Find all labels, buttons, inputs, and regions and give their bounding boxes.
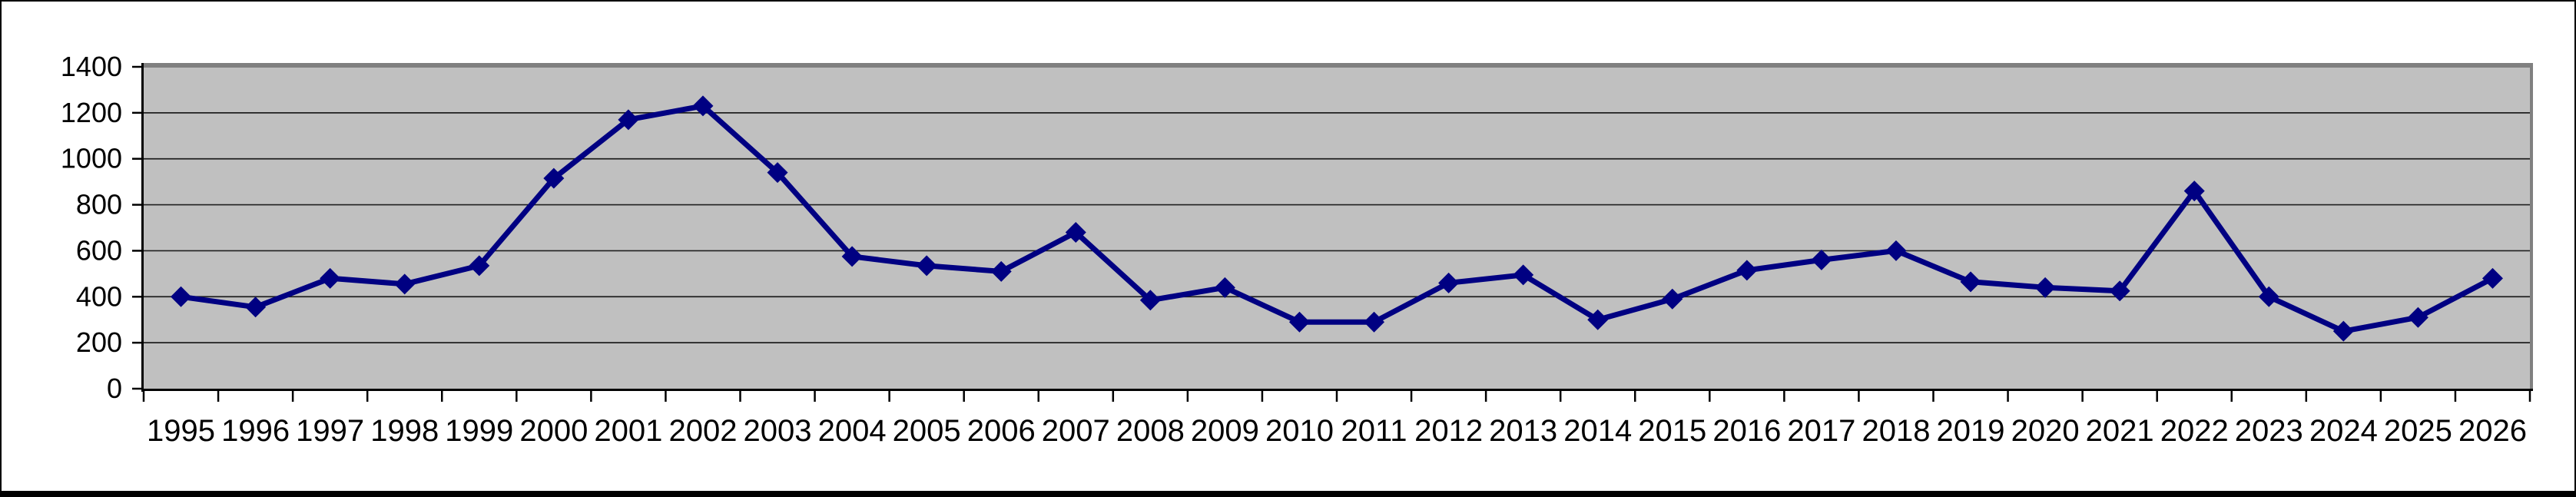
x-tick-label: 1998 (370, 414, 439, 448)
x-tick-label: 2020 (2011, 414, 2080, 448)
y-tick-label: 1200 (61, 97, 122, 128)
data-point-marker (2258, 286, 2279, 307)
x-axis-line (141, 389, 2533, 391)
x-tick-label: 2006 (967, 414, 1036, 448)
y-tick-label: 1000 (61, 143, 122, 174)
x-tick-label: 2000 (519, 414, 588, 448)
y-axis-line (141, 63, 144, 392)
plot-area (144, 67, 2530, 389)
data-point-marker (1065, 221, 1086, 243)
x-tick-label: 2012 (1414, 414, 1483, 448)
x-tick-label: 2023 (2235, 414, 2303, 448)
data-point-marker (1139, 290, 1161, 311)
x-tick-label: 2014 (1563, 414, 1632, 448)
x-tick-label: 2008 (1116, 414, 1185, 448)
x-tick-label: 2019 (1937, 414, 2005, 448)
data-point-marker (1513, 264, 1534, 286)
data-point-marker (2183, 181, 2205, 202)
data-point-marker (841, 246, 863, 267)
data-point-marker (1364, 311, 1385, 333)
data-point-marker (2407, 306, 2428, 328)
x-tick-label: 2017 (1787, 414, 1855, 448)
x-tick-label: 2024 (2309, 414, 2378, 448)
data-point-marker (692, 95, 714, 117)
x-tick-label: 2001 (594, 414, 662, 448)
x-tick-label: 1995 (147, 414, 215, 448)
data-point-marker (1438, 272, 1460, 293)
y-tick-label: 1400 (61, 51, 122, 82)
plot-border-right (2530, 67, 2533, 389)
y-tick-label: 0 (107, 373, 122, 404)
data-point-marker (2109, 280, 2130, 302)
data-point-marker (1587, 309, 1609, 330)
data-point-marker (543, 167, 565, 189)
data-point-marker (320, 267, 341, 289)
x-tick-label: 2025 (2384, 414, 2452, 448)
data-point-marker (2482, 267, 2503, 289)
x-tick-label: 1999 (445, 414, 513, 448)
y-tick-label: 400 (76, 280, 122, 312)
series-line (178, 103, 2495, 334)
data-point-marker (2332, 320, 2354, 342)
data-point-marker (1662, 288, 1683, 310)
y-tick-label: 800 (76, 189, 122, 220)
x-tick-label: 2009 (1191, 414, 1259, 448)
x-tick-label: 2011 (1341, 414, 1407, 448)
y-tick-label: 200 (76, 326, 122, 358)
data-point-marker (1811, 249, 1832, 270)
x-tick-label: 1996 (221, 414, 290, 448)
data-point-marker (1736, 260, 1758, 281)
x-tick-label: 2003 (744, 414, 812, 448)
data-point-marker (1960, 271, 1981, 293)
x-tick-label: 2015 (1638, 414, 1706, 448)
data-point-marker (245, 297, 267, 318)
x-tick-label: 2013 (1489, 414, 1557, 448)
data-point-marker (394, 273, 416, 295)
data-point-marker (1885, 240, 1907, 261)
data-point-marker (916, 255, 937, 277)
x-tick-label: 2004 (818, 414, 887, 448)
plot-border-top (141, 63, 2533, 68)
data-point-marker (171, 286, 192, 307)
x-tick-label: 2007 (1042, 414, 1110, 448)
data-point-marker (469, 255, 490, 277)
x-tick-label: 1997 (296, 414, 364, 448)
x-tick-label: 2018 (1862, 414, 1930, 448)
y-tick-label: 600 (76, 234, 122, 266)
data-point-marker (2034, 277, 2056, 298)
data-point-marker (767, 162, 788, 184)
x-tick-label: 2022 (2160, 414, 2229, 448)
x-tick-label: 2005 (893, 414, 961, 448)
x-tick-label: 2026 (2458, 414, 2527, 448)
x-tick-label: 2021 (2086, 414, 2154, 448)
data-point-marker (990, 260, 1012, 282)
data-point-marker (1288, 311, 1310, 333)
x-tick-label: 2002 (668, 414, 737, 448)
x-tick-label: 2016 (1712, 414, 1781, 448)
x-tick-label: 2010 (1265, 414, 1334, 448)
data-point-marker (618, 109, 639, 131)
data-point-marker (1214, 277, 1235, 298)
